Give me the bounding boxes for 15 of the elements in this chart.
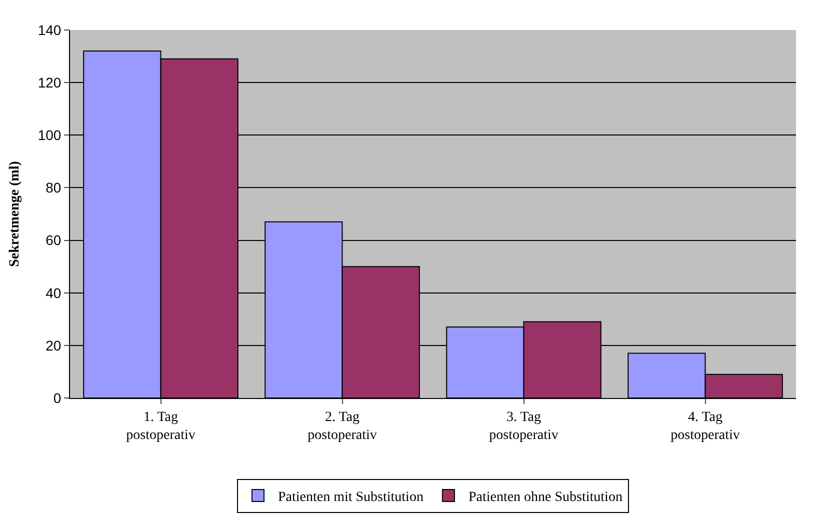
y-tick-label: 0: [53, 390, 62, 406]
x-tick-label: 4. Tag postoperativ: [670, 410, 740, 443]
y-tick-label: 100: [38, 127, 62, 144]
legend-label: Patienten mit Substitution: [278, 490, 424, 506]
legend-label: Patienten ohne Substitution: [468, 490, 622, 506]
x-tick-label: 3. Tag postoperativ: [489, 410, 558, 443]
y-tick-label: 40: [46, 284, 62, 301]
y-tick-label: 80: [46, 180, 62, 196]
x-tick-label: 1. Tag postoperativ: [126, 410, 196, 443]
y-tick-label: 140: [38, 22, 62, 38]
y-tick-label: 60: [46, 232, 62, 248]
y-tick-label: 120: [38, 74, 62, 90]
y-axis-title: Sekretmenge (ml): [7, 160, 22, 267]
x-tick-label: 2. Tag postoperativ: [308, 410, 377, 443]
y-tick-label: 20: [46, 337, 62, 354]
